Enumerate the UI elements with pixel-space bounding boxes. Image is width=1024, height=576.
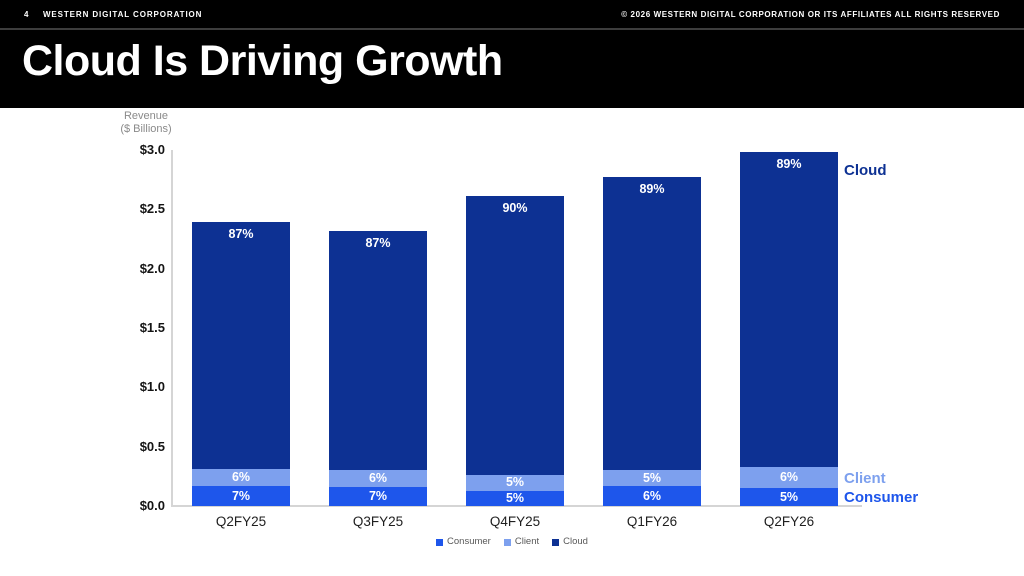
y-tick-label: $0.0 bbox=[139, 498, 165, 513]
legend-swatch-client bbox=[503, 538, 511, 546]
bar-value-label: 6% bbox=[231, 470, 251, 485]
bar-value-label: 5% bbox=[505, 490, 525, 505]
bar-value-label: 7% bbox=[231, 488, 251, 503]
legend-label: Cloud bbox=[563, 536, 588, 547]
x-category-label: Q3FY25 bbox=[352, 514, 404, 529]
y-tick-label: $1.0 bbox=[139, 379, 165, 395]
legend-item-cloud: Cloud bbox=[552, 537, 588, 547]
x-category-label: Q2FY26 bbox=[763, 514, 815, 529]
page-number: 4 bbox=[24, 9, 29, 19]
y-axis-line bbox=[171, 150, 173, 506]
bar-segment-consumer bbox=[603, 486, 701, 506]
bar-value-label: 5% bbox=[779, 489, 799, 504]
header-left: 4 WESTERN DIGITAL CORPORATION bbox=[24, 10, 202, 19]
y-axis-title-line2: ($ Billions) bbox=[120, 123, 172, 135]
legend-label: Consumer bbox=[447, 536, 491, 547]
y-tick-label: $0.5 bbox=[139, 438, 165, 454]
bar-segment-cloud bbox=[603, 177, 701, 470]
legend-item-consumer: Consumer bbox=[436, 537, 491, 547]
legend-swatch-consumer bbox=[436, 538, 444, 546]
bar-segment-consumer bbox=[192, 486, 290, 506]
bar-segment-client bbox=[329, 470, 427, 487]
y-tick-label: $2.0 bbox=[139, 260, 165, 276]
bar-segment-client bbox=[603, 469, 701, 487]
bar-segment-cloud bbox=[466, 196, 564, 475]
bar-segment-consumer bbox=[466, 490, 564, 506]
bar-value-label: 6% bbox=[779, 470, 799, 485]
x-category-label: Q2FY25 bbox=[215, 514, 267, 529]
legend: Consumer Client Cloud bbox=[0, 537, 1024, 547]
legend-swatch-cloud bbox=[552, 538, 560, 546]
series-label-cloud: Cloud bbox=[844, 162, 887, 180]
bar-value-label: 5% bbox=[505, 475, 525, 490]
bar-value-label: 87% bbox=[228, 227, 254, 242]
copyright-text: © 2026 WESTERN DIGITAL CORPORATION OR IT… bbox=[621, 9, 1000, 19]
y-tick-label: $1.5 bbox=[139, 320, 165, 335]
legend-label: Client bbox=[514, 536, 540, 547]
legend-item-client: Client bbox=[503, 536, 540, 547]
bar-segment-client bbox=[192, 469, 290, 487]
y-axis-title-line1: Revenue bbox=[123, 110, 169, 122]
bar-segment-cloud bbox=[192, 222, 290, 470]
bar-segment-cloud bbox=[329, 230, 427, 471]
bar-value-label: 7% bbox=[368, 488, 388, 503]
bar-value-label: 6% bbox=[368, 470, 388, 485]
bar-segment-client bbox=[466, 475, 564, 491]
slide-title: Cloud Is Driving Growth bbox=[22, 37, 503, 85]
y-tick-label: $2.5 bbox=[139, 201, 165, 217]
series-label-consumer: Consumer bbox=[844, 489, 919, 507]
bar-segment-consumer bbox=[740, 488, 838, 506]
bar-segment-consumer bbox=[329, 486, 427, 506]
bar-value-label: 87% bbox=[365, 235, 391, 250]
bar-value-label: 89% bbox=[639, 182, 665, 197]
company-name: WESTERN DIGITAL CORPORATION bbox=[42, 9, 203, 19]
bar-segment-cloud bbox=[740, 152, 838, 468]
y-tick-label: $3.0 bbox=[139, 142, 165, 157]
series-label-client: Client bbox=[844, 469, 886, 487]
header-bar: 4 WESTERN DIGITAL CORPORATION © 2026 WES… bbox=[0, 0, 1024, 30]
header-block: 4 WESTERN DIGITAL CORPORATION © 2026 WES… bbox=[0, 0, 1024, 108]
bar-value-label: 90% bbox=[502, 201, 528, 216]
y-axis-title: Revenue ($ Billions) bbox=[98, 110, 194, 136]
bar-segment-client bbox=[740, 467, 838, 489]
bar-value-label: 6% bbox=[642, 488, 662, 503]
x-category-label: Q4FY25 bbox=[489, 514, 541, 529]
bar-value-label: 5% bbox=[642, 470, 662, 485]
bar-value-label: 89% bbox=[776, 157, 802, 172]
x-category-label: Q1FY26 bbox=[626, 514, 678, 529]
